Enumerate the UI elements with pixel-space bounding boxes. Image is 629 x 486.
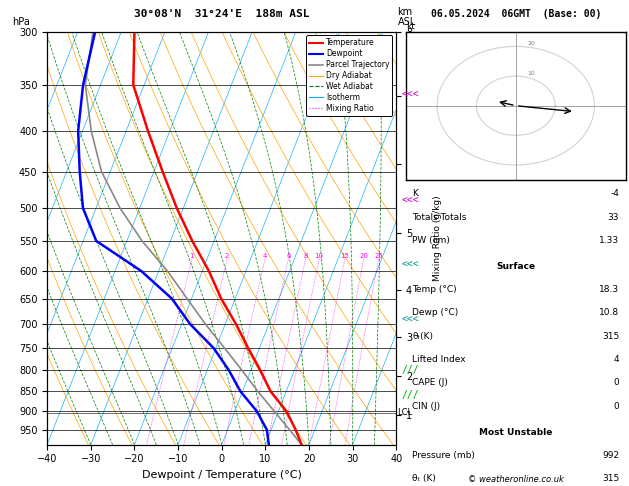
Text: <<<: <<<	[401, 314, 419, 324]
Text: © weatheronline.co.uk: © weatheronline.co.uk	[468, 474, 564, 484]
Text: 18.3: 18.3	[599, 285, 619, 294]
Text: 33: 33	[608, 213, 619, 222]
Text: Surface: Surface	[496, 262, 535, 271]
Text: hPa: hPa	[13, 17, 30, 27]
Legend: Temperature, Dewpoint, Parcel Trajectory, Dry Adiabat, Wet Adiabat, Isotherm, Mi: Temperature, Dewpoint, Parcel Trajectory…	[306, 35, 392, 116]
Text: PW (cm): PW (cm)	[413, 236, 450, 245]
Text: Lifted Index: Lifted Index	[413, 355, 466, 364]
Text: 30°08'N  31°24'E  188m ASL: 30°08'N 31°24'E 188m ASL	[134, 9, 309, 19]
Text: K: K	[413, 190, 418, 198]
Text: km
ASL: km ASL	[398, 7, 416, 27]
Text: 4: 4	[614, 355, 619, 364]
Text: ///: ///	[401, 390, 419, 400]
Text: LCL: LCL	[398, 409, 413, 417]
Text: Temp (°C): Temp (°C)	[413, 285, 457, 294]
Text: CIN (J): CIN (J)	[413, 402, 440, 411]
Text: <<<: <<<	[401, 260, 419, 270]
Text: Totals Totals: Totals Totals	[413, 213, 467, 222]
Text: ///: ///	[401, 365, 419, 375]
Text: Mixing Ratio (g/kg): Mixing Ratio (g/kg)	[433, 195, 442, 281]
Text: 1.33: 1.33	[599, 236, 619, 245]
Text: <<<: <<<	[401, 196, 419, 206]
Text: 06.05.2024  06GMT  (Base: 00): 06.05.2024 06GMT (Base: 00)	[431, 9, 601, 19]
Text: θₜ (K): θₜ (K)	[413, 474, 436, 483]
Text: 0: 0	[613, 402, 619, 411]
Text: 15: 15	[340, 253, 349, 260]
Text: 10.8: 10.8	[599, 309, 619, 317]
Text: Pressure (mb): Pressure (mb)	[413, 451, 475, 460]
X-axis label: Dewpoint / Temperature (°C): Dewpoint / Temperature (°C)	[142, 470, 302, 480]
Text: 992: 992	[602, 451, 619, 460]
Text: CAPE (J): CAPE (J)	[413, 379, 448, 387]
Text: 315: 315	[602, 474, 619, 483]
Text: 20: 20	[359, 253, 368, 260]
Text: 4: 4	[263, 253, 267, 260]
Text: 0: 0	[613, 379, 619, 387]
Text: 10: 10	[314, 253, 324, 260]
Text: 8: 8	[303, 253, 308, 260]
Text: 25: 25	[374, 253, 383, 260]
Text: <<<: <<<	[401, 89, 419, 100]
Text: 2: 2	[225, 253, 230, 260]
Text: Most Unstable: Most Unstable	[479, 428, 552, 436]
Text: -4: -4	[610, 190, 619, 198]
Text: 6: 6	[286, 253, 291, 260]
Text: kt: kt	[406, 22, 415, 31]
Text: 20: 20	[528, 41, 535, 46]
Text: Dewp (°C): Dewp (°C)	[413, 309, 459, 317]
Text: 1: 1	[190, 253, 194, 260]
Text: θₜ(K): θₜ(K)	[413, 332, 433, 341]
Text: 315: 315	[602, 332, 619, 341]
Text: 10: 10	[528, 71, 535, 76]
